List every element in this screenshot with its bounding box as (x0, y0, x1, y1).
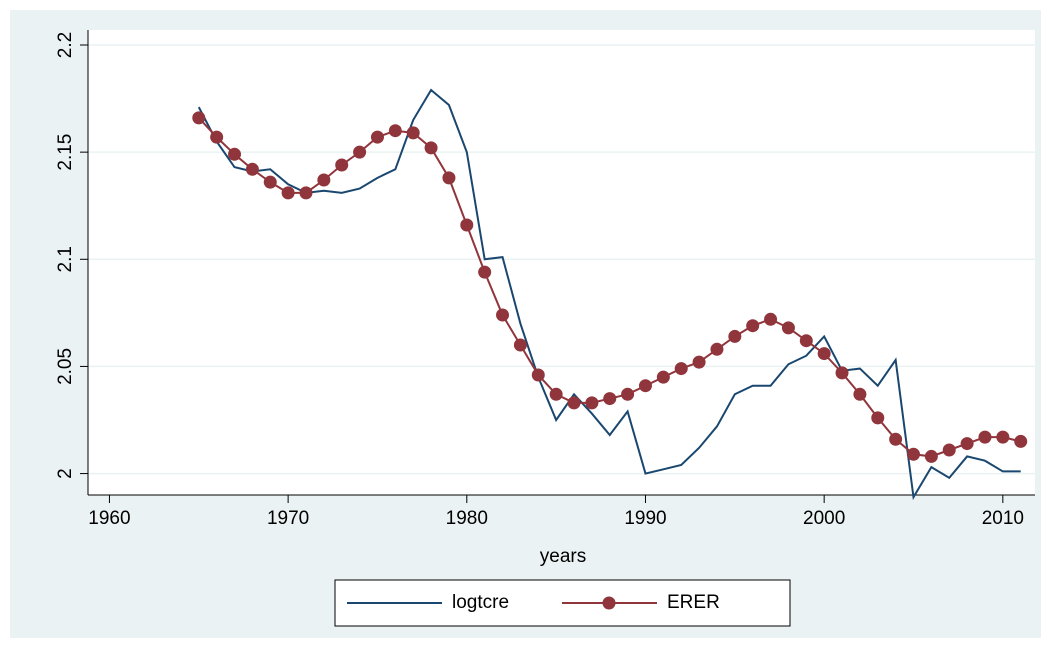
series-marker (478, 265, 492, 279)
x-axis-title: years (540, 546, 586, 567)
series-marker (799, 334, 813, 348)
series-marker (245, 162, 259, 176)
legend-marker (602, 596, 616, 610)
series-marker (317, 173, 331, 187)
legend-label: logtcre (452, 592, 509, 613)
y-tick-label: 2.1 (55, 246, 76, 272)
series-marker (817, 347, 831, 361)
x-tick-label: 1970 (267, 508, 309, 529)
series-line (197, 88, 1021, 501)
series-marker (960, 437, 974, 451)
series-marker (228, 147, 242, 161)
legend-label: ERER (667, 592, 720, 613)
series-marker (978, 430, 992, 444)
series-marker (638, 379, 652, 393)
y-tick-label: 2.2 (55, 32, 76, 58)
series-marker (924, 449, 938, 463)
series-marker (621, 387, 635, 401)
series-marker (996, 430, 1010, 444)
series-marker (656, 370, 670, 384)
series-marker (674, 362, 688, 376)
x-tick-label: 2000 (803, 508, 845, 529)
series-marker (496, 308, 510, 322)
series-marker (192, 111, 206, 125)
series-marker (692, 355, 706, 369)
x-tick-label: 1960 (88, 508, 130, 529)
series-marker (603, 392, 617, 406)
series-marker (335, 158, 349, 172)
series-marker (299, 186, 313, 200)
series-marker (728, 329, 742, 343)
series-marker (585, 396, 599, 410)
series-marker (424, 141, 438, 155)
series-marker (549, 387, 563, 401)
series-marker (853, 387, 867, 401)
series-marker (281, 186, 295, 200)
series-marker (942, 443, 956, 457)
series-marker (781, 321, 795, 335)
series-marker (370, 130, 384, 144)
series-marker (567, 396, 581, 410)
x-tick-label: 1980 (446, 508, 488, 529)
series-marker (1014, 434, 1028, 448)
series-marker (531, 368, 545, 382)
y-tick-label: 2 (55, 468, 76, 479)
series-marker (835, 366, 849, 380)
y-tick-label: 2.05 (55, 348, 76, 385)
plot-area (88, 30, 1035, 495)
series-marker (388, 124, 402, 138)
series-marker (710, 342, 724, 356)
series-marker (889, 432, 903, 446)
series-marker (353, 145, 367, 159)
series-marker (263, 175, 277, 189)
series-marker (871, 411, 885, 425)
series-marker (406, 126, 420, 140)
series-marker (210, 130, 224, 144)
y-tick-label: 2.15 (55, 134, 76, 171)
series-marker (746, 319, 760, 333)
series-marker (460, 218, 474, 232)
series-marker (906, 447, 920, 461)
series-marker (442, 171, 456, 185)
x-tick-label: 1990 (624, 508, 666, 529)
x-tick-label: 2010 (982, 508, 1024, 529)
series-marker (513, 338, 527, 352)
series-marker (764, 312, 778, 326)
